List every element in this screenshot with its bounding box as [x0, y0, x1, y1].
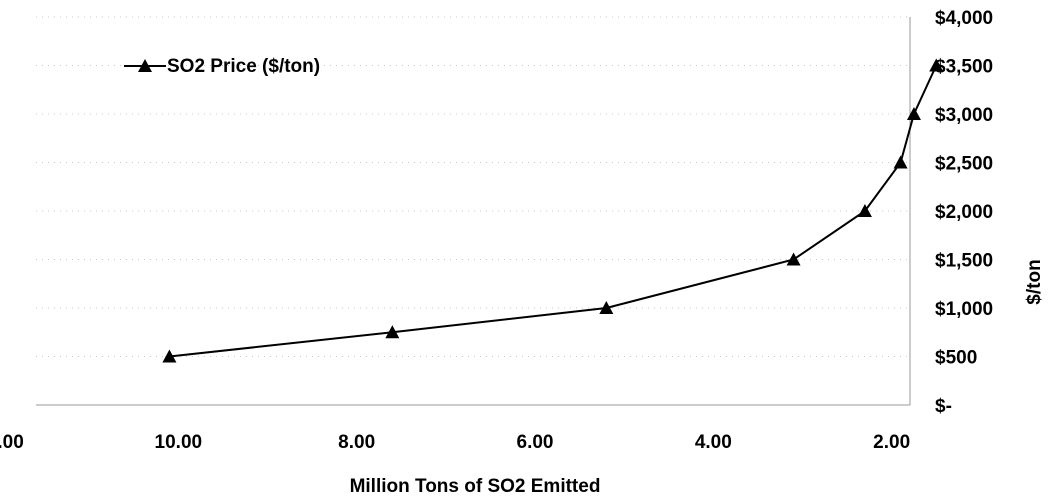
data-point-triangle: [929, 58, 944, 72]
y-tick-label: $2,000: [935, 202, 993, 223]
x-tick-label: 4.00: [695, 432, 732, 453]
legend-label: SO2 Price ($/ton): [167, 56, 320, 77]
x-axis-title: Million Tons of SO2 Emitted: [350, 476, 601, 497]
data-point-triangle: [857, 204, 872, 217]
series-line: [169, 65, 938, 358]
x-tick-labels: 12.00 10.00 8.00 6.00 4.00 2.00: [0, 432, 910, 453]
data-point-triangle: [162, 349, 177, 363]
series-so2-price: [162, 58, 944, 363]
data-point-triangle: [599, 301, 614, 314]
legend: SO2 Price ($/ton): [124, 56, 320, 77]
data-point-triangle: [893, 155, 908, 169]
y-tick-labels: $- $500 $1,000 $1,500 $2,000 $2,500 $3,000 $3,5…: [935, 8, 993, 417]
y-tick-label: $4,000: [935, 8, 993, 29]
y-tick-label: $2,500: [935, 154, 993, 175]
x-tick-label: 12.00: [0, 432, 24, 453]
y-tick-label: $1,000: [935, 299, 993, 320]
x-tick-label: 2.00: [873, 432, 910, 453]
y-tick-label: $3,000: [935, 105, 993, 126]
x-tick-label: 10.00: [155, 432, 203, 453]
legend-triangle-marker: [138, 59, 152, 72]
data-point-triangle: [786, 252, 801, 266]
x-tick-label: 8.00: [338, 432, 375, 453]
y-tick-label: $3,500: [935, 57, 993, 78]
data-point-triangle: [385, 325, 400, 339]
data-point-triangle: [906, 107, 921, 120]
y-tick-label: $-: [935, 396, 952, 417]
x-tick-label: 6.00: [517, 432, 554, 453]
y-tick-label: $1,500: [935, 251, 993, 272]
y-axis-title: $/ton: [1024, 259, 1045, 304]
y-tick-label: $500: [935, 348, 977, 369]
